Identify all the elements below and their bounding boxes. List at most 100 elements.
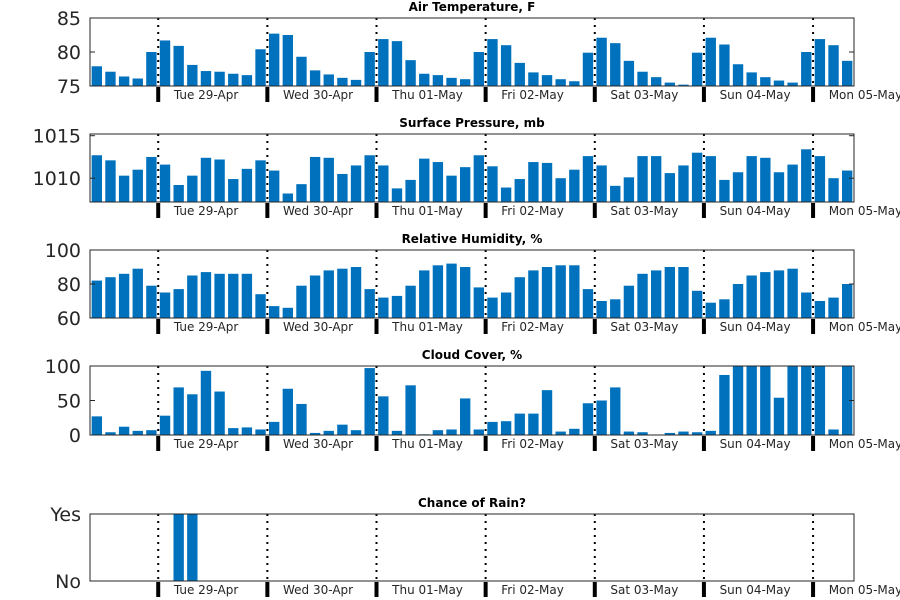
x-tick-label: Sat 03-May — [610, 437, 678, 451]
bar — [91, 155, 103, 202]
bar — [841, 60, 853, 86]
bar — [309, 275, 321, 318]
bar — [732, 172, 744, 202]
bar — [719, 299, 730, 318]
bar — [514, 179, 525, 202]
bar — [105, 432, 116, 435]
x-tick-label: Mon 05-May — [829, 88, 900, 102]
bar — [282, 35, 294, 86]
x-tick-label: Sun 04-May — [720, 88, 791, 102]
bar — [814, 156, 826, 202]
bar — [637, 432, 648, 435]
bar — [500, 45, 512, 86]
bar — [828, 178, 839, 202]
bar — [200, 272, 212, 318]
bar — [200, 157, 212, 202]
y-tick-label: 100 — [45, 356, 81, 378]
chart-panel-3: 60 80 100 Tue 29-Apr Wed 30-Apr Thu 01-May Fri… — [45, 232, 900, 334]
bar — [773, 270, 785, 318]
bar — [214, 71, 225, 86]
bar — [364, 289, 375, 318]
y-tick-label: 75 — [57, 76, 81, 98]
bar — [391, 41, 403, 86]
bar — [91, 280, 103, 318]
bar — [282, 388, 294, 435]
bar — [773, 172, 785, 202]
bar — [487, 39, 498, 86]
y-tick-label: No — [55, 571, 81, 593]
x-tick-label: Sat 03-May — [610, 320, 678, 334]
bar — [582, 403, 594, 435]
bar — [268, 33, 280, 86]
bar — [541, 162, 553, 202]
bar — [596, 37, 607, 86]
x-tick-label: Sat 03-May — [610, 204, 678, 218]
bar — [555, 79, 566, 86]
bar — [323, 430, 334, 435]
bar — [419, 270, 430, 318]
bar — [814, 39, 826, 86]
bar — [378, 297, 389, 318]
bar — [187, 514, 198, 581]
bar — [541, 267, 553, 318]
bar — [378, 396, 389, 435]
bar — [487, 297, 498, 318]
y-tick-label: 85 — [57, 8, 81, 30]
bar — [678, 165, 689, 202]
bar — [159, 292, 171, 318]
bar — [446, 263, 457, 318]
bar — [391, 188, 403, 202]
bar — [91, 416, 103, 435]
bar — [337, 268, 348, 318]
bar — [323, 270, 334, 318]
bar — [473, 155, 485, 202]
bar — [705, 430, 716, 435]
bar — [691, 290, 703, 318]
bar — [91, 66, 103, 86]
bar — [268, 170, 280, 202]
bar — [146, 430, 157, 435]
bar — [228, 179, 239, 202]
bar — [623, 177, 635, 202]
bar — [405, 285, 416, 318]
bar — [610, 185, 621, 202]
bar — [828, 429, 839, 435]
bar — [309, 156, 321, 202]
bar — [528, 270, 539, 318]
bar — [500, 421, 512, 435]
x-tick-label: Thu 01-May — [391, 204, 463, 218]
bar — [569, 265, 580, 318]
bar — [828, 45, 839, 86]
bar — [732, 284, 744, 318]
bar — [255, 429, 266, 435]
x-tick-label: Tue 29-Apr — [173, 320, 238, 334]
bar — [159, 415, 171, 435]
bar — [787, 164, 798, 202]
bar — [473, 429, 485, 435]
bar — [337, 173, 348, 202]
bar — [364, 368, 375, 435]
bar — [241, 273, 253, 318]
bar — [760, 157, 771, 202]
bar — [378, 39, 389, 86]
bar — [159, 40, 171, 86]
bar — [528, 72, 539, 86]
bar — [828, 297, 839, 318]
bar — [500, 292, 512, 318]
bar — [446, 429, 457, 435]
bar — [610, 387, 621, 435]
x-tick-label: Tue 29-Apr — [173, 583, 238, 597]
bar — [118, 426, 130, 435]
bar — [118, 273, 130, 318]
bar — [705, 302, 716, 318]
bar — [719, 179, 730, 202]
bar — [678, 267, 689, 318]
y-tick-label: 50 — [57, 391, 81, 413]
bar — [514, 62, 525, 86]
bar — [200, 370, 212, 435]
bar — [296, 184, 307, 202]
bar — [350, 267, 362, 318]
bar — [228, 273, 239, 318]
